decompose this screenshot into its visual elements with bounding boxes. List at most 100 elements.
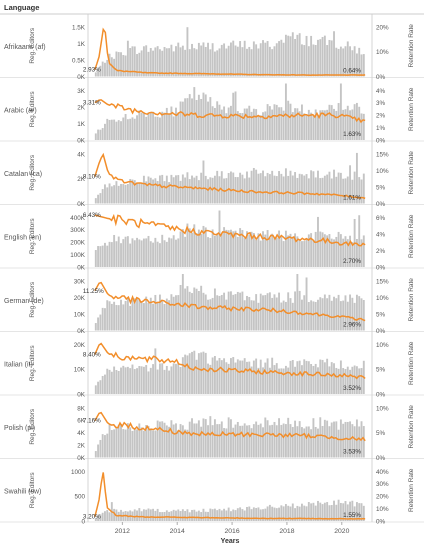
editors-bar <box>175 239 177 267</box>
editors-bar <box>360 239 363 267</box>
editors-bar <box>259 173 262 204</box>
editors-bar <box>310 35 313 77</box>
y-left-tick: 0K <box>77 328 86 335</box>
editors-bar <box>172 116 175 140</box>
editors-bar <box>216 510 219 521</box>
editors-bar <box>175 423 177 458</box>
editors-bar <box>323 362 326 394</box>
editors-bar <box>184 98 187 140</box>
editors-bar <box>298 290 301 331</box>
y-left-title: Reg. Editors <box>29 154 36 191</box>
editors-bar <box>181 274 184 331</box>
editors-bar <box>289 170 292 204</box>
editors-bar <box>268 174 271 204</box>
editors-bar <box>317 39 319 77</box>
editors-bar <box>342 48 345 77</box>
editors-bar <box>307 109 310 140</box>
editors-bar <box>250 49 253 77</box>
editors-bar <box>120 121 122 140</box>
editors-bar <box>255 294 258 331</box>
editors-bar <box>211 229 214 267</box>
editors-bar <box>317 170 319 204</box>
y-right-tick: 10% <box>376 168 389 175</box>
editors-bar <box>342 368 345 394</box>
editors-bar <box>268 504 271 521</box>
editors-bar <box>241 291 244 331</box>
editors-bar <box>97 516 100 521</box>
editors-bar <box>223 292 226 331</box>
editors-bar <box>353 426 356 458</box>
editors-bar <box>179 231 182 267</box>
editors-bar <box>275 237 278 267</box>
editors-bar <box>312 44 315 77</box>
editors-bar <box>94 198 97 204</box>
editors-bar <box>271 424 274 458</box>
retention-line <box>94 213 366 247</box>
editors-bar <box>333 500 335 521</box>
editors-bar <box>321 425 324 458</box>
editors-bar <box>296 274 299 331</box>
editors-bar <box>184 429 187 458</box>
y-left-tick: 0K <box>77 138 86 145</box>
retention-start-label: 11.25% <box>83 288 104 295</box>
editors-bar <box>323 110 326 140</box>
editors-bar <box>275 104 278 140</box>
editors-bar <box>165 298 168 331</box>
editors-bar <box>358 215 361 267</box>
editors-bar <box>280 302 283 331</box>
editors-bar <box>147 112 150 140</box>
editors-bar <box>294 366 297 394</box>
editors-bar <box>200 285 203 331</box>
editors-bar <box>264 234 267 267</box>
editors-bar <box>273 46 276 77</box>
editors-bar <box>168 182 171 204</box>
editors-bar <box>106 118 109 140</box>
editors-bar <box>234 91 237 140</box>
editors-bar <box>99 314 102 331</box>
editors-bar <box>328 426 331 458</box>
x-tick-label: 2012 <box>115 528 130 535</box>
editors-bar <box>360 179 363 204</box>
editors-bar <box>218 48 221 77</box>
editors-bar <box>94 250 97 267</box>
editors-bar <box>126 366 129 394</box>
editors-bar <box>168 113 171 140</box>
editors-bar <box>243 300 246 331</box>
editors-bar <box>204 419 207 458</box>
editors-bar <box>287 35 290 77</box>
editors-bar <box>243 238 246 267</box>
editors-bar <box>204 511 207 521</box>
y-right-tick: 5% <box>376 311 386 318</box>
editors-bar <box>259 293 262 331</box>
editors-bar <box>145 116 148 140</box>
editors-bar <box>360 368 363 394</box>
editors-bar <box>122 304 125 331</box>
editors-bar <box>310 300 313 331</box>
editors-bar <box>140 240 143 267</box>
editors-bar <box>168 426 171 458</box>
editors-bar <box>278 368 280 394</box>
editors-bar <box>124 429 127 458</box>
editors-bar <box>349 110 351 140</box>
editors-bar <box>248 234 251 267</box>
editors-bar <box>303 505 306 521</box>
editors-bar <box>158 175 161 204</box>
language-label: Catalan (ca) <box>4 171 42 178</box>
editors-bar <box>250 170 253 204</box>
editors-bar <box>193 177 196 204</box>
editors-bar <box>220 44 223 77</box>
editors-bar <box>273 104 276 140</box>
y-left-tick: 0K <box>77 201 86 208</box>
editors-bar <box>344 178 347 204</box>
editors-bar <box>181 357 184 394</box>
editors-bar <box>271 170 274 204</box>
editors-bar <box>344 295 347 331</box>
editors-bar <box>142 175 145 204</box>
editors-bar <box>349 46 351 77</box>
editors-bar <box>355 502 358 521</box>
editors-bar <box>177 430 180 458</box>
editors-bar <box>234 510 237 521</box>
y-right-tick: 6% <box>376 215 386 222</box>
editors-bar <box>181 101 184 140</box>
editors-bar <box>110 430 113 458</box>
